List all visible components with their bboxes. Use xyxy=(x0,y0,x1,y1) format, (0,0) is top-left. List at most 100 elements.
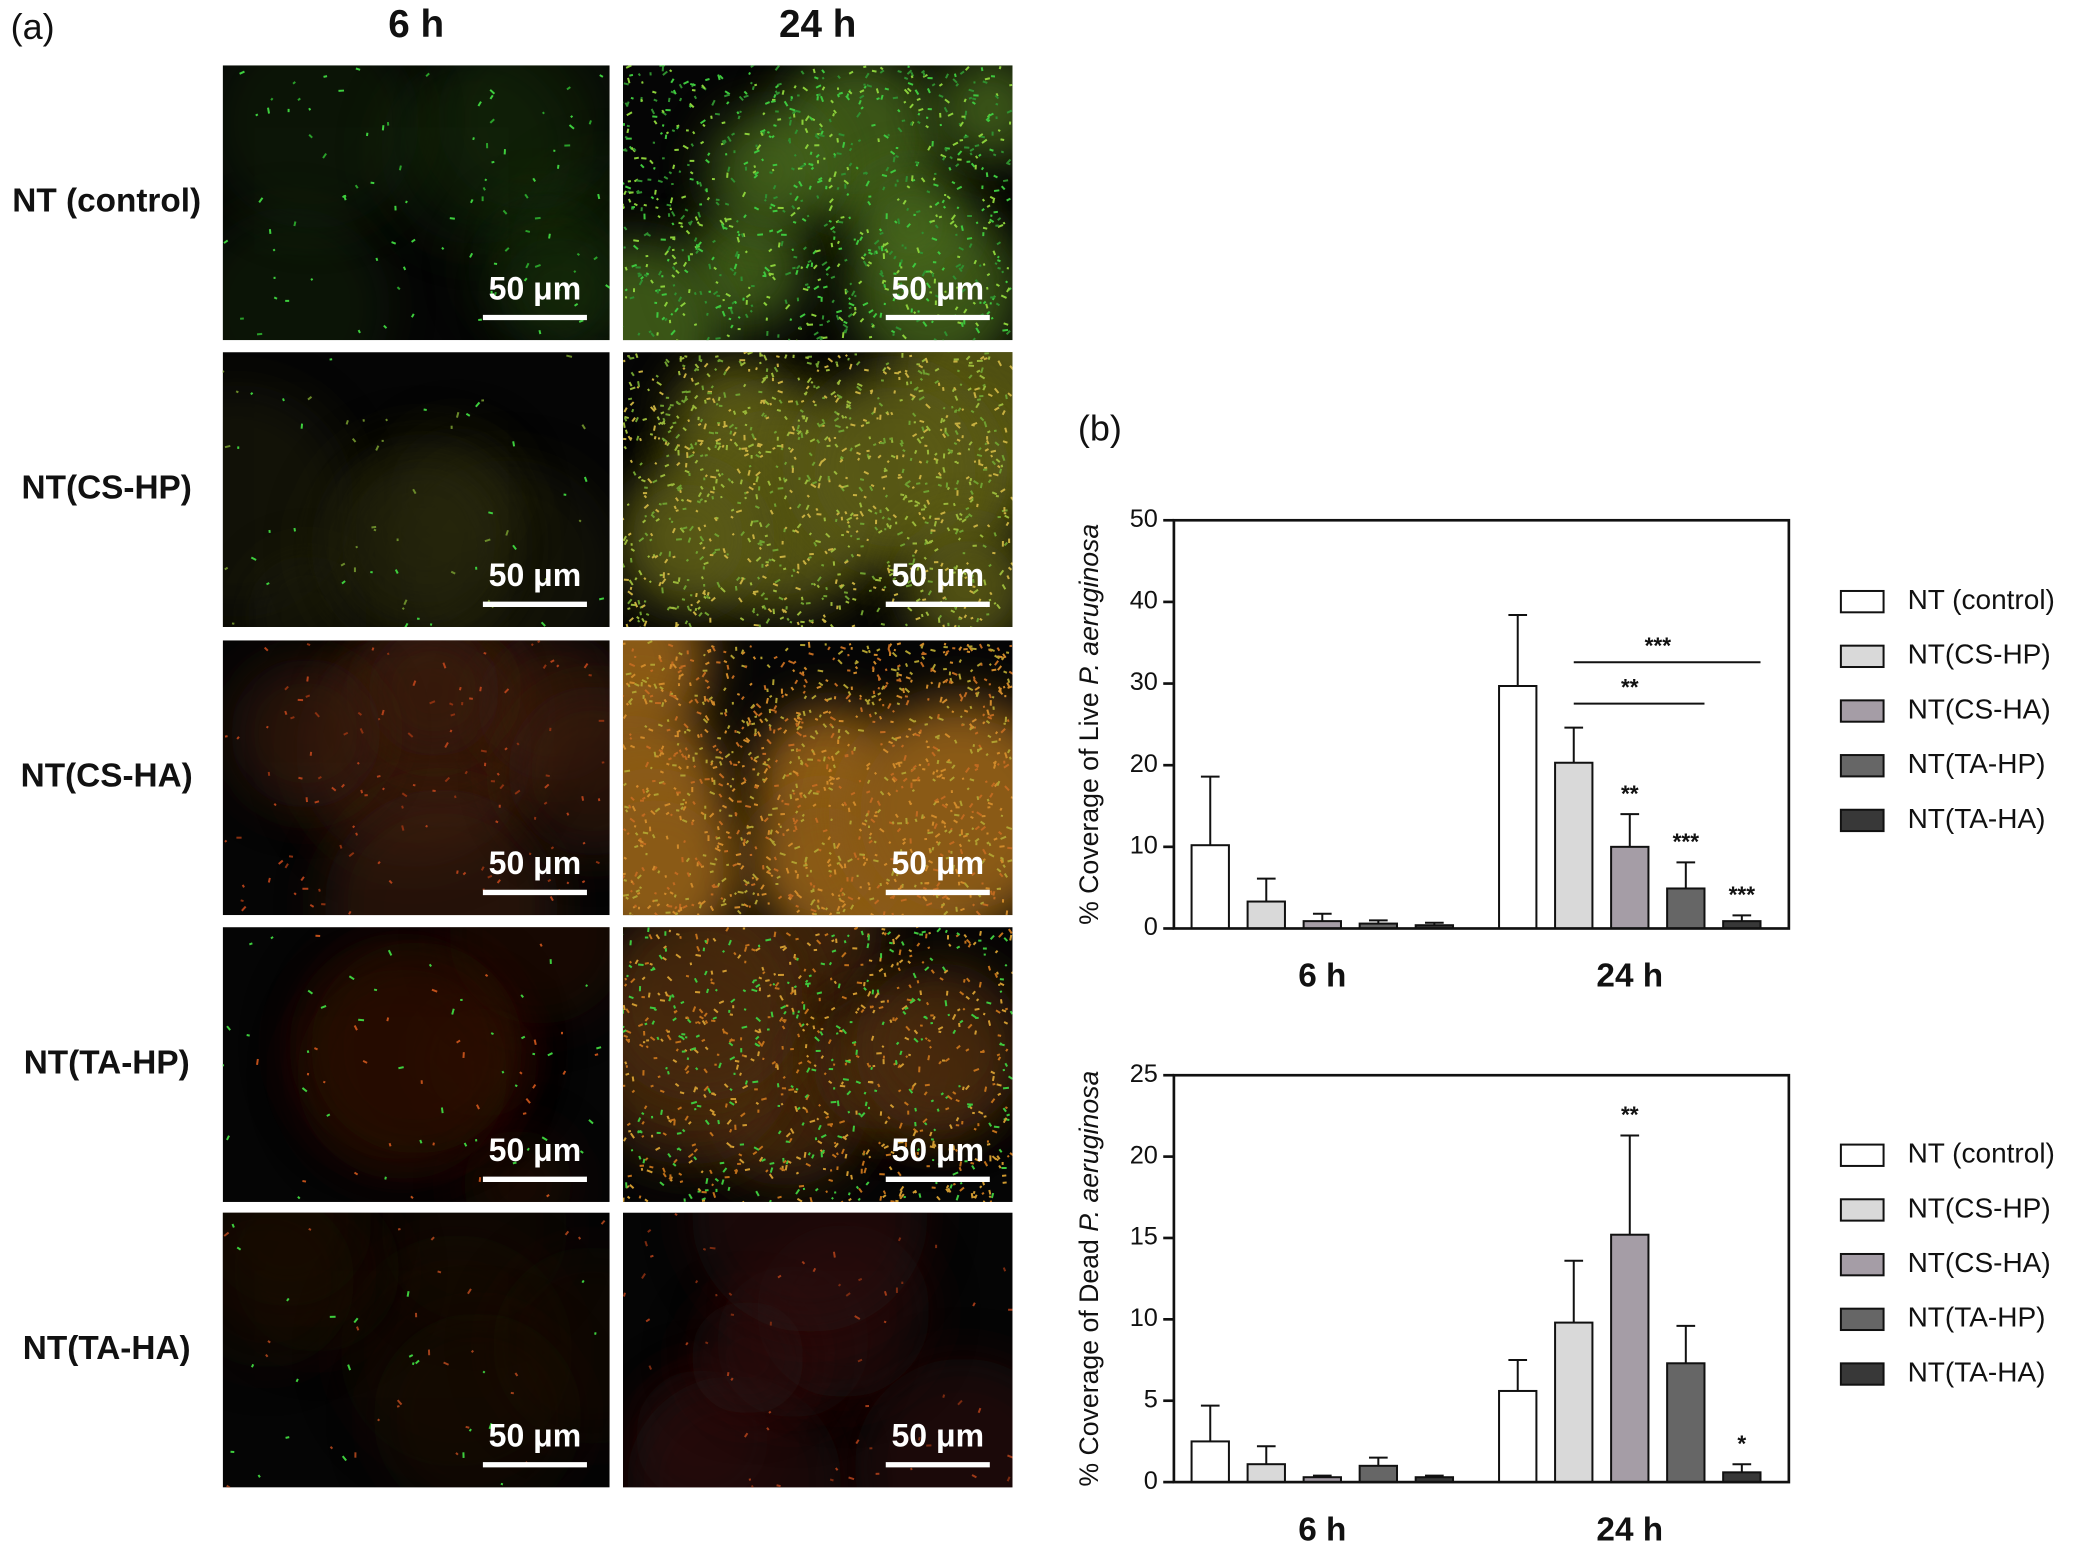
micrograph-dot xyxy=(726,173,728,178)
micrograph-dot xyxy=(1002,541,1004,547)
y-tick-label: 25 xyxy=(1130,1060,1158,1088)
micrograph-dot xyxy=(875,520,877,524)
micrograph-dot xyxy=(738,328,741,330)
micrograph-dot xyxy=(778,974,784,976)
micrograph-dot xyxy=(920,1024,923,1026)
micrograph-dot xyxy=(428,1350,430,1356)
micrograph-dot xyxy=(302,888,308,890)
bar xyxy=(1667,888,1704,928)
micrograph-dot xyxy=(935,1245,937,1248)
micrograph-dot xyxy=(665,109,670,111)
micrograph-dot xyxy=(1004,512,1006,514)
micrograph-dot xyxy=(430,623,432,626)
legend-label: NT(TA-HP) xyxy=(1908,748,2046,779)
micrograph-dot xyxy=(743,435,745,441)
micrograph-dot xyxy=(857,875,859,877)
micrograph-dot xyxy=(653,142,655,144)
micrograph-dot xyxy=(719,405,723,407)
micrograph-dot xyxy=(669,930,671,933)
micrograph-dot xyxy=(918,1067,920,1073)
micrograph-dot xyxy=(424,409,427,411)
micrograph-dot xyxy=(688,473,690,476)
micrograph-dot xyxy=(854,295,856,297)
micrograph-dot xyxy=(768,1016,771,1018)
micrograph-dot xyxy=(901,353,903,358)
micrograph-dot xyxy=(623,360,625,363)
micrograph-dot xyxy=(851,647,853,650)
micrograph-dot xyxy=(684,1198,686,1201)
micrograph-dot xyxy=(382,440,384,442)
micrograph-dot xyxy=(952,647,955,649)
micrograph-dot xyxy=(947,350,949,352)
micrograph-dot xyxy=(978,940,981,942)
micrograph-dot xyxy=(1008,1309,1014,1311)
legend-label: NT(TA-HA) xyxy=(1908,803,2046,834)
micrograph-dot xyxy=(651,1116,653,1119)
micrograph-dot xyxy=(620,326,623,330)
micrograph-dot xyxy=(916,363,920,365)
micrograph-dot xyxy=(417,618,420,620)
micrograph-dot xyxy=(703,566,705,569)
row-label: NT(TA-HP) xyxy=(24,1044,190,1081)
micrograph-dot xyxy=(481,399,484,401)
micrograph-dot xyxy=(751,285,755,287)
micrograph-dot xyxy=(901,244,903,246)
micrograph-dot xyxy=(964,941,966,944)
micrograph-dot xyxy=(861,1169,863,1174)
significance-label: ** xyxy=(1621,780,1639,806)
micrograph-dot xyxy=(860,523,864,525)
micrograph-dot xyxy=(394,206,396,211)
micrograph-dot xyxy=(754,1088,758,1090)
micrograph-dot xyxy=(980,1051,984,1053)
micrograph-dot xyxy=(833,561,835,566)
micrograph-dot xyxy=(785,606,787,610)
micrograph-dot xyxy=(850,1021,853,1023)
micrograph-dot xyxy=(475,1139,477,1142)
micrograph-dot xyxy=(940,124,942,126)
micrograph-dot xyxy=(338,90,344,92)
micrograph-dot xyxy=(884,528,886,530)
micrograph-dot xyxy=(1009,122,1011,125)
micrograph-dot xyxy=(298,699,303,701)
micrograph-dot xyxy=(814,949,818,951)
micrograph-dot xyxy=(666,397,669,399)
y-axis-label: % Coverage of Dead P. aeruginosa xyxy=(1074,1071,1104,1487)
micrograph-dot xyxy=(732,702,734,705)
legend-swatch xyxy=(1841,591,1884,612)
micrograph-dot xyxy=(770,207,772,210)
micrograph-dot xyxy=(815,1137,817,1140)
micrograph-dot xyxy=(968,448,970,450)
micrograph-dot xyxy=(872,721,875,723)
micrograph-dot xyxy=(781,1046,783,1050)
micrograph-dot xyxy=(809,553,814,555)
micrograph-dot xyxy=(826,445,830,447)
legend-label: NT (control) xyxy=(1908,584,2055,615)
micrograph-dot xyxy=(895,1200,898,1202)
micrograph-dot xyxy=(642,814,645,816)
micrograph-dot xyxy=(777,437,779,441)
micrograph-dot xyxy=(663,572,665,578)
row-label: NT(CS-HP) xyxy=(22,469,192,506)
micrograph-dot xyxy=(803,1188,805,1190)
micrograph-dot xyxy=(830,1169,832,1171)
micrograph-dot xyxy=(641,996,645,998)
micrograph-dot xyxy=(749,1478,751,1480)
legend-swatch xyxy=(1841,810,1884,831)
micrograph-dot xyxy=(943,453,945,458)
significance-bracket-label: *** xyxy=(1645,633,1672,659)
micrograph-dot xyxy=(944,194,946,196)
micrograph-dot xyxy=(755,729,757,733)
legend-label: NT(TA-HA) xyxy=(1908,1356,2046,1387)
micrograph-dot xyxy=(947,623,949,626)
micrograph-dot xyxy=(649,700,652,702)
micrograph-dot xyxy=(743,839,745,843)
micrograph-dot xyxy=(967,215,972,217)
micrograph-dot xyxy=(655,702,661,704)
micrograph-dot xyxy=(907,1111,909,1115)
micrograph-dot xyxy=(758,391,762,393)
micrograph-dot xyxy=(914,421,916,423)
micrograph-dot xyxy=(677,844,679,848)
micrograph-dot xyxy=(766,331,768,336)
micrograph-dot xyxy=(854,353,857,355)
micrograph-dot xyxy=(354,567,356,572)
